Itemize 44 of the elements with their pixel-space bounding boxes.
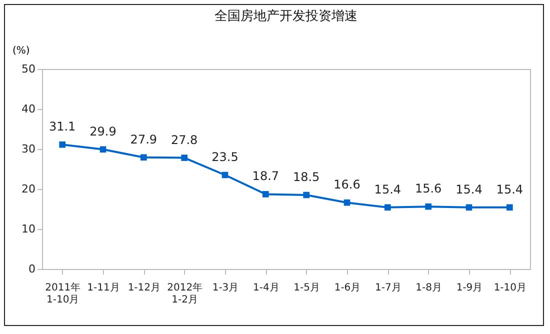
point — [100, 146, 106, 153]
data-label: 15.4 — [456, 182, 482, 196]
chart-title: 全国房地产开发投资增速 — [214, 8, 358, 24]
point — [344, 199, 350, 206]
x-tick-label: 1-9月 — [456, 282, 483, 294]
data-label: 15.6 — [414, 182, 442, 196]
data-label: 27.9 — [130, 132, 158, 146]
point — [466, 204, 472, 211]
data-label: 31.1 — [48, 120, 76, 134]
data-label: 15.4 — [496, 182, 524, 196]
point — [262, 191, 269, 198]
data-label: 15.4 — [374, 182, 402, 196]
data-label: 16.6 — [334, 178, 360, 192]
data-label: 23.5 — [212, 150, 238, 164]
x-tick-label: 1-12月 — [128, 282, 161, 294]
x-tick-label: 1-5月 — [294, 282, 320, 294]
x-tick-label: 1-7月 — [374, 282, 402, 294]
point — [222, 172, 228, 178]
y-tick-label: 50 — [22, 62, 36, 76]
y-tick-label: 20 — [22, 182, 36, 196]
x-tick-label: 1-3月 — [212, 282, 239, 294]
y-tick-label: 40 — [22, 102, 36, 116]
x-tick-label: 1-6月 — [334, 282, 361, 294]
point — [506, 204, 513, 211]
point — [425, 203, 432, 210]
x-tick-label: 1-10月 — [494, 282, 527, 294]
data-label: 29.9 — [90, 124, 116, 138]
point — [384, 204, 391, 211]
x-tick-label: 1-8月 — [416, 282, 442, 294]
point — [59, 141, 66, 148]
y-tick-label: 10 — [22, 222, 36, 236]
x-tick-label: 1-4月 — [252, 282, 280, 294]
y-tick-label: 30 — [22, 142, 36, 156]
x-tick-label: 2011年 1-10月 — [45, 282, 81, 306]
data-label: 27.8 — [170, 132, 198, 147]
data-label: 18.5 — [292, 170, 320, 184]
data-label: 18.7 — [252, 169, 280, 184]
y-tick-label: 0 — [28, 262, 36, 276]
point — [303, 192, 310, 198]
point — [140, 154, 147, 161]
y-axis-title: (%) — [12, 46, 30, 56]
point — [181, 154, 188, 161]
x-tick-label: 2012年 1-2月 — [167, 282, 203, 306]
x-tick-label: 1-11月 — [87, 282, 120, 294]
